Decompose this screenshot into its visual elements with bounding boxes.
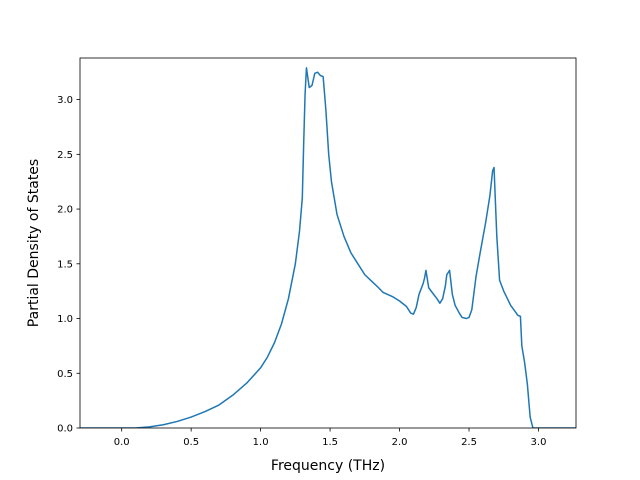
y-tick-label: 1.5 [57,259,73,270]
x-tick-label: 0.0 [114,437,130,448]
y-tick-label: 0.0 [57,424,73,435]
y-tick-label: 3.0 [57,95,73,106]
plot-area [80,58,576,428]
x-tick-label: 1.5 [322,437,338,448]
x-tick-label: 2.0 [392,437,408,448]
axes-frame [79,57,577,429]
y-tick-label: 1.0 [57,314,73,325]
series-layer [80,67,576,428]
x-tick-label: 3.0 [531,437,547,448]
x-axis-title: Frequency (THz) [271,458,385,474]
y-axis-title: Partial Density of States [26,159,42,327]
series-line-0 [80,67,576,428]
y-tick-label: 2.0 [57,205,73,216]
axes-layer: 0.0 0.5 1.0 1.5 2.0 2.5 3.0 0.0 0.5 1.0 1.5 2.0 2.5 3… [57,57,577,448]
x-tick-label: 1.0 [253,437,269,448]
x-tick-label: 2.5 [461,437,477,448]
y-tick-label: 2.5 [57,150,73,161]
x-tick-label: 0.5 [183,437,199,448]
y-tick-label: 0.5 [57,369,73,380]
